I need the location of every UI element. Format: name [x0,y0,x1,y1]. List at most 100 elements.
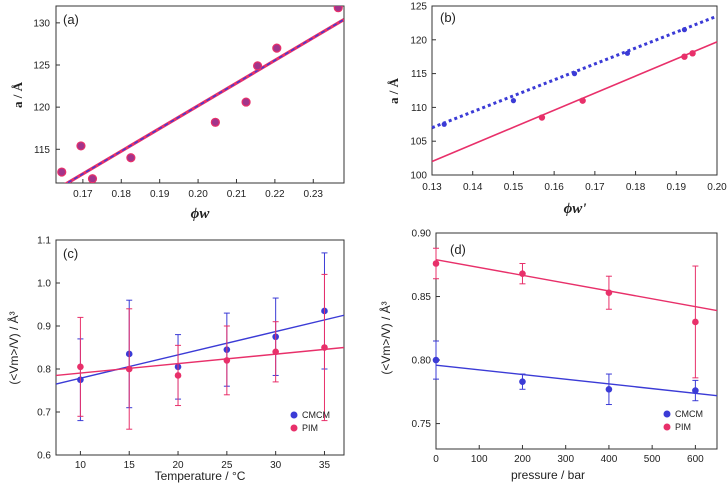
data-point-dashed [510,98,517,104]
data-point [76,141,86,151]
data-point-solid [579,97,586,104]
panel-b-ylabel: a / Å [386,77,401,104]
data-point-pim [77,363,84,371]
panel-c-frame [55,239,345,456]
data-point-pim [605,289,613,297]
y-tick-label: 110 [411,103,427,114]
data-point [333,6,343,13]
x-tick-label: 0.23 [304,189,324,200]
panel-a-xlabel: ϕw [191,206,211,222]
data-point-cmcm [692,387,699,394]
x-tick-label: 15 [124,460,136,471]
x-tick-label: 30 [270,460,282,471]
pim-fit-line [435,258,718,312]
legend-marker-cmcm [663,410,671,418]
data-point [253,61,263,71]
x-tick-label: 35 [319,460,331,471]
legend-label-cmcm: CMCM [675,409,703,419]
panel-c-legend: CMCM PIM [290,410,330,433]
legend-label-pim: PIM [675,422,691,432]
panel-d-xlabel: pressure / bar [511,468,585,482]
x-tick-label: 25 [221,460,233,471]
x-tick-label: 20 [172,460,184,471]
data-point-pim [223,357,231,364]
panel-b-xlabel: ϕw' [564,201,587,217]
x-tick-label: 0.20 [707,182,727,193]
panel-a-plot-area [57,6,344,183]
y-tick-label: 100 [410,171,427,182]
panel-a: (a) 0.17 0.18 0.19 0.20 0.21 0.22 0.23 115 120 12… [10,5,345,222]
x-tick-label: 0.13 [422,182,442,193]
y-tick-label: 0.9 [37,322,51,333]
x-tick-label: 400 [601,454,618,465]
data-point [87,174,98,183]
panel-d-legend: CMCM PIM [663,409,703,432]
panel-c-label: (c) [63,246,78,261]
y-tick-label: 130 [33,18,50,29]
x-tick-label: 0.17 [73,189,93,200]
x-tick-label: 0.16 [544,182,564,193]
x-tick-label: 0.19 [150,189,170,200]
data-point [57,167,67,177]
data-point-pim [174,372,182,379]
data-point-dashed [441,121,447,127]
x-tick-label: 0.19 [667,182,687,193]
cmcm-fit-line [55,314,345,385]
y-tick-label: 0.7 [37,408,51,419]
data-point-pim [272,348,279,356]
panel-c: 10 15 20 25 30 35 0.6 0.7 0.8 0.9 1.0 1.1 (c) (<Vm>… [6,236,345,483]
data-point-cmcm [432,356,440,364]
y-tick-label: 115 [34,145,50,156]
panel-b: 0.13 0.14 0.15 0.16 0.17 0.18 0.19 0.20 100 105 11… [386,2,727,218]
data-point-dashed [624,50,631,56]
panel-d-ylabel: (<Vm>/V) / Å³ [378,301,393,374]
panel-b-frame [431,5,718,176]
x-tick-label: 0.20 [188,189,208,200]
data-point [272,43,282,53]
data-point [241,97,251,107]
y-tick-label: 0.8 [37,365,51,376]
legend-marker-pim [290,424,298,432]
data-point-pim [321,344,328,351]
x-tick-label: 0.14 [463,182,483,193]
x-tick-label: 500 [644,454,661,465]
panel-a-frame [55,5,345,184]
panel-c-xlabel: Temperature / °C [155,469,246,483]
y-tick-label: 0.85 [412,292,432,303]
y-tick-label: 125 [33,61,50,72]
x-tick-label: 200 [514,454,531,465]
data-point-pim [519,270,526,277]
data-point-solid [538,114,546,121]
x-tick-label: 10 [75,460,87,471]
data-point-cmcm [519,378,526,385]
panel-b-label: (b) [440,10,456,25]
legend-label-cmcm: CMCM [302,410,330,420]
x-tick-label: 0.18 [112,189,132,200]
x-tick-label: 0.21 [227,189,247,200]
data-point [210,117,220,127]
cmcm-fit-line [435,364,718,397]
panel-a-ylabel: a / Å [10,81,25,108]
x-tick-label: 300 [557,454,574,465]
panel-d-label: (d) [450,242,466,257]
y-tick-label: 105 [410,137,427,148]
y-tick-label: 115 [411,69,427,80]
data-point-dashed [681,27,688,33]
y-tick-label: 0.75 [412,419,432,430]
panel-c-ylabel: (<Vm>/V) / Å³ [6,311,21,384]
panel-a-label: (a) [63,12,79,27]
y-tick-label: 120 [33,103,50,114]
x-tick-label: 0.17 [585,182,605,193]
data-point [126,153,136,163]
y-tick-label: 120 [410,35,427,46]
y-tick-label: 0.6 [37,451,51,462]
data-point-solid [681,53,688,60]
data-point-dashed [571,71,578,77]
data-point-solid [689,50,696,57]
x-tick-label: 0.15 [504,182,524,193]
y-tick-label: 0.90 [412,229,432,240]
y-tick-label: 1.1 [37,236,51,247]
y-tick-label: 0.80 [412,356,432,367]
